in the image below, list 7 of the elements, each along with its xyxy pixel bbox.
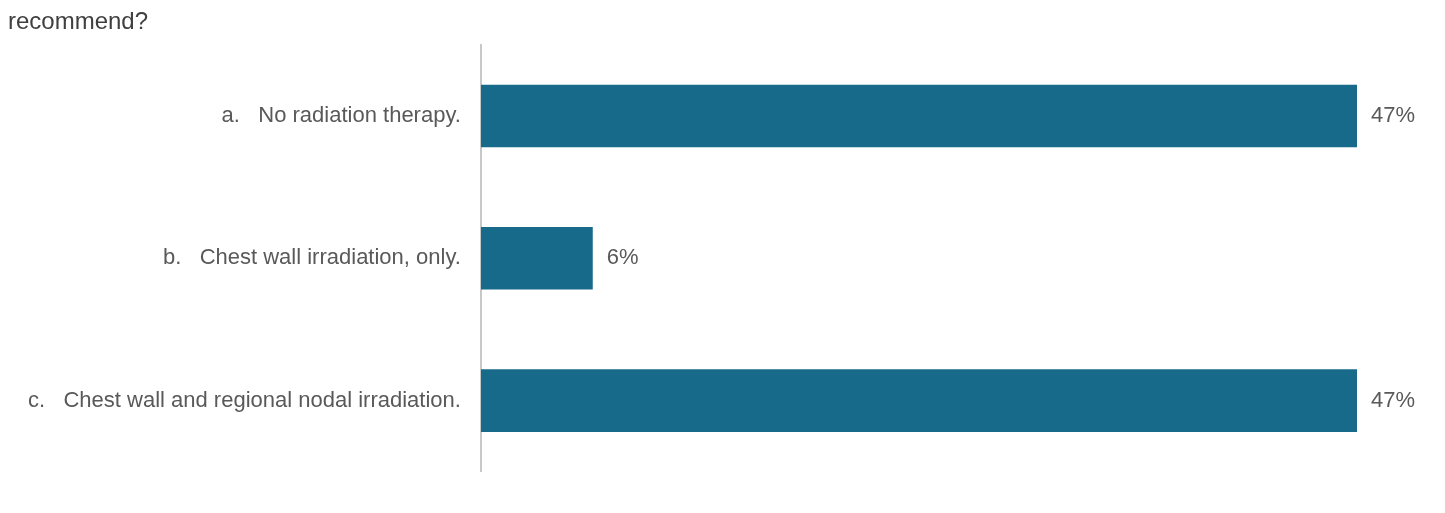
y-tick-label: c. Chest wall and regional nodal irradiation.	[27, 386, 461, 412]
y-tick-label: a. No radiation therapy.	[221, 102, 461, 128]
data-label: 6%	[606, 244, 639, 270]
data-label: 47%	[1371, 386, 1416, 412]
data-label: 47%	[1371, 102, 1416, 128]
y-tick-label: b. Chest wall irradiation, only.	[162, 244, 461, 270]
text: recommend?	[8, 7, 149, 35]
